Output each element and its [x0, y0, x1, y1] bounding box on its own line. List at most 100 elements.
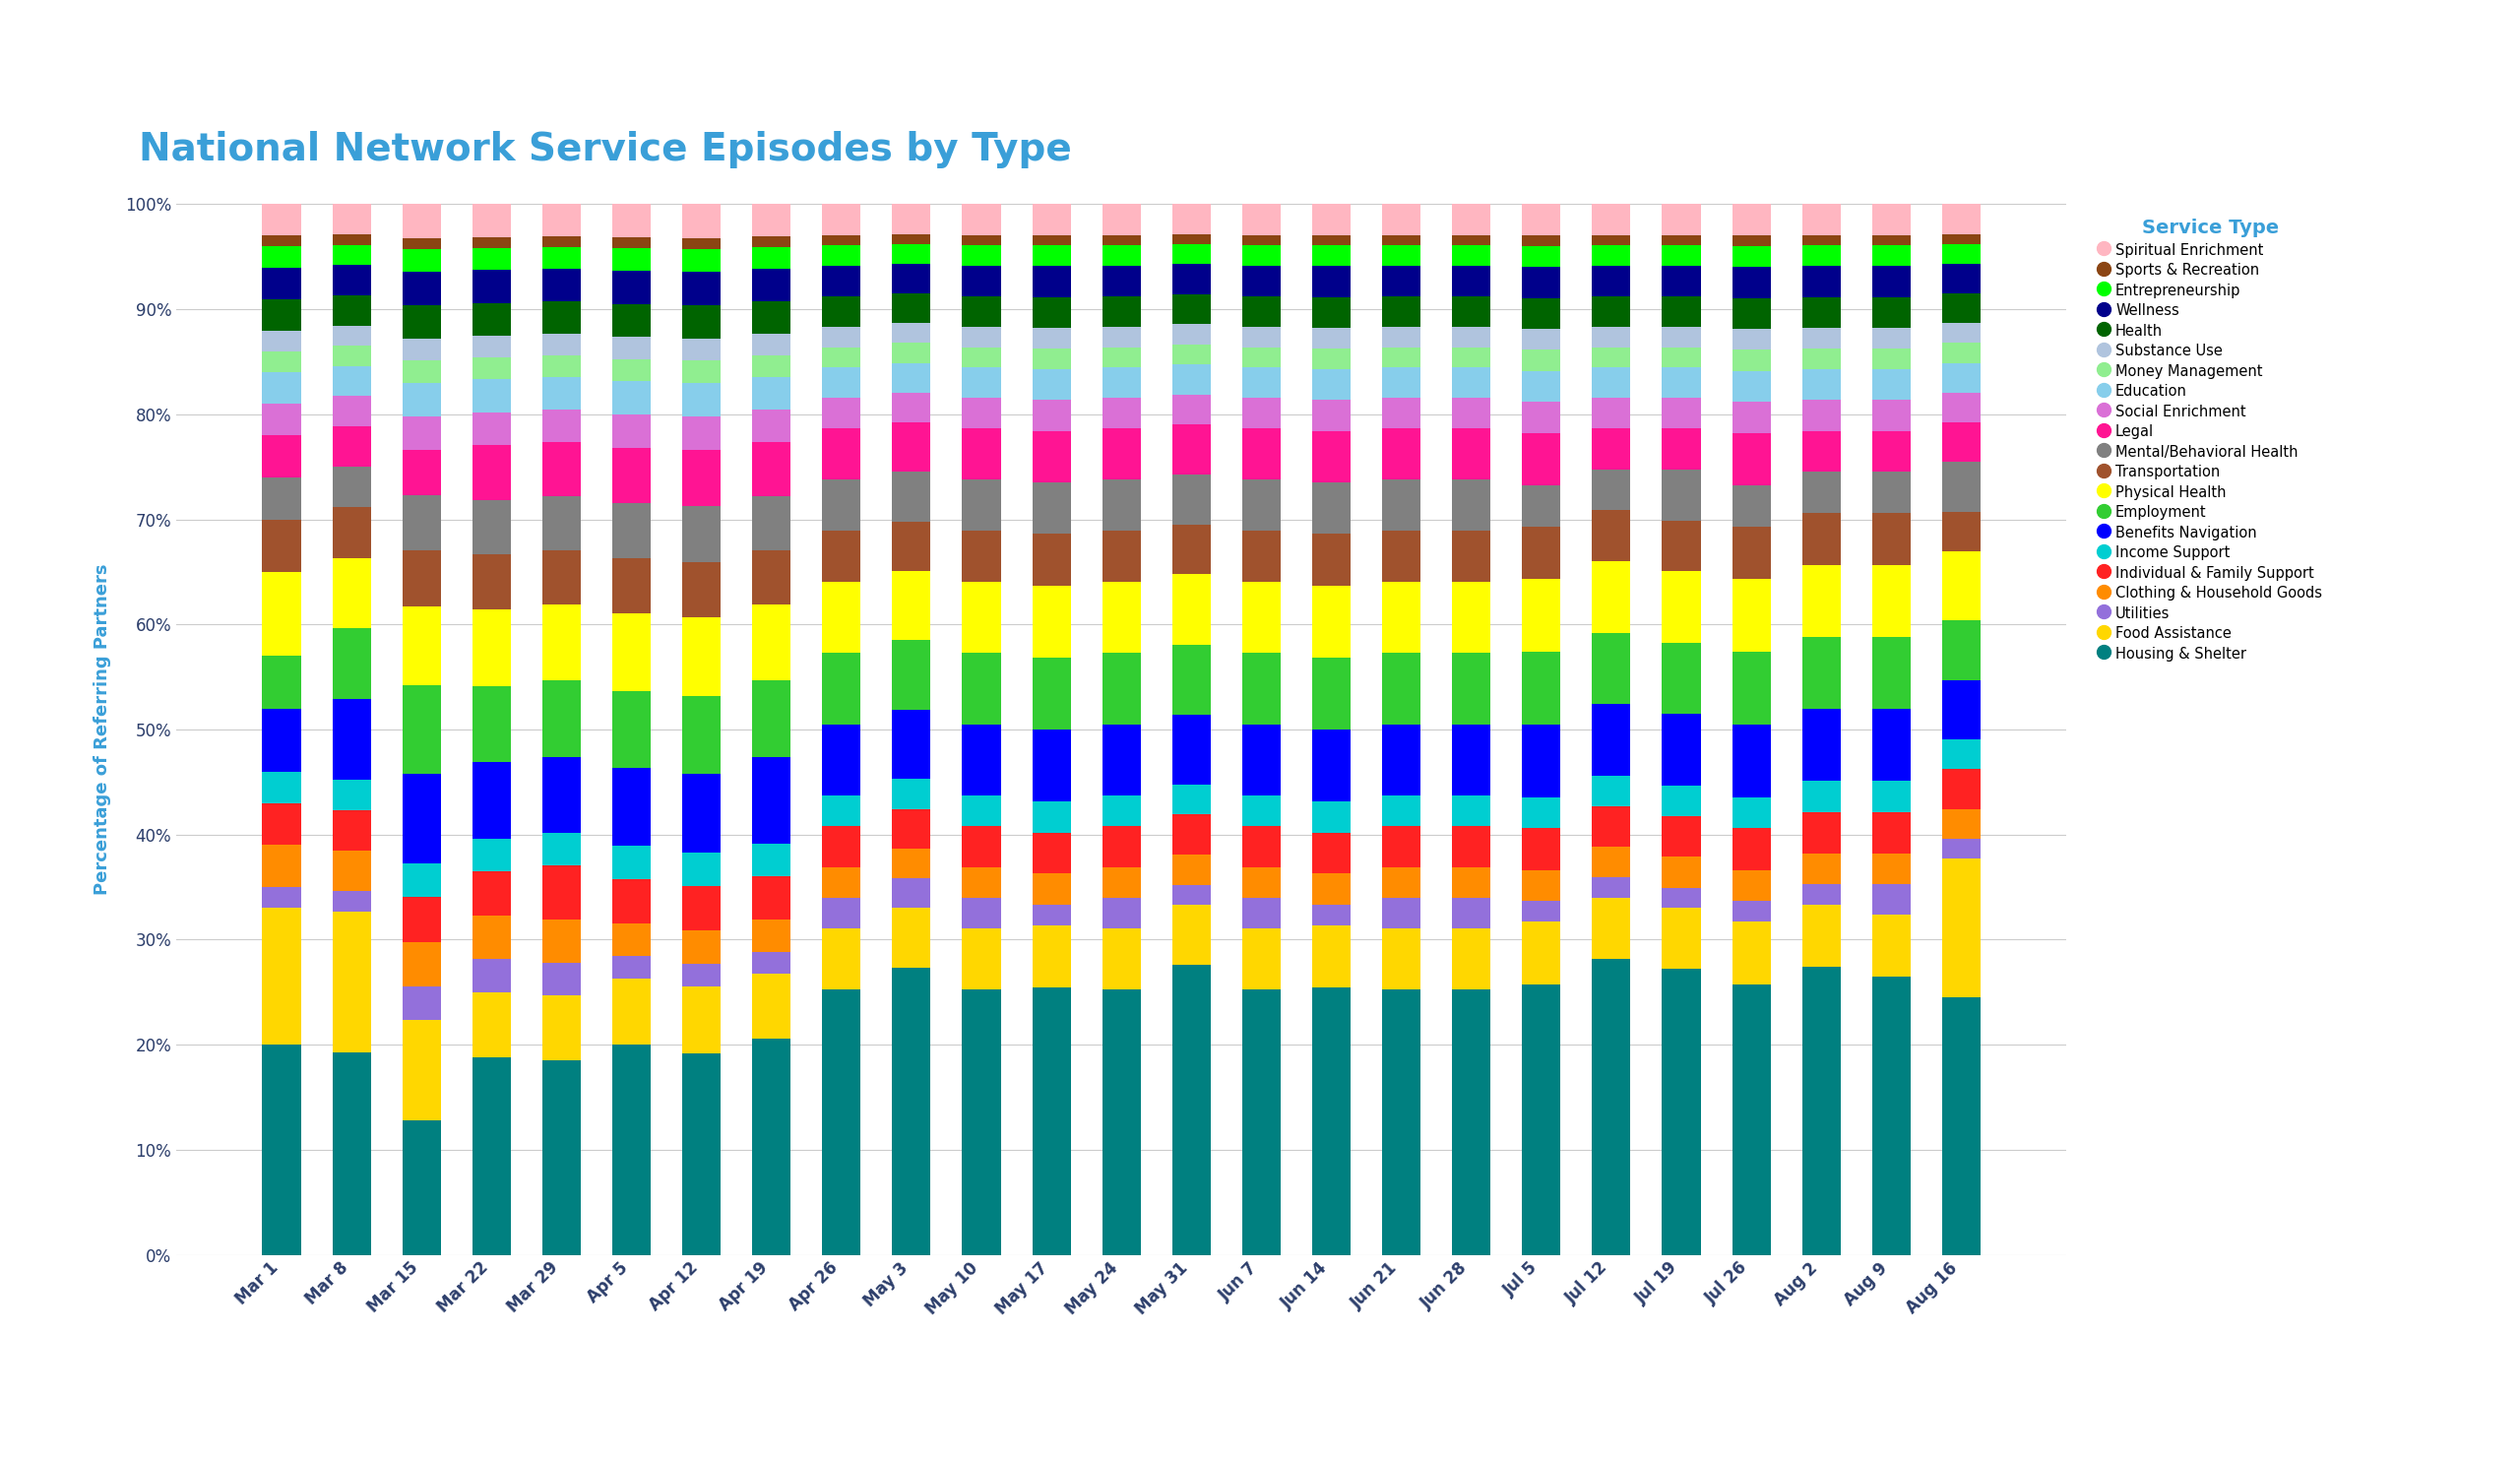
Bar [333, 245, 370, 266]
Bar [1663, 327, 1701, 347]
Bar [1522, 235, 1560, 247]
Bar [1101, 795, 1142, 826]
Bar [1872, 636, 1910, 709]
Bar [1663, 816, 1701, 856]
Bar [542, 681, 580, 757]
Bar [963, 795, 1000, 826]
Bar [542, 833, 580, 865]
Bar [333, 699, 370, 781]
Bar [892, 849, 930, 878]
Bar [333, 629, 370, 699]
Bar [1522, 985, 1560, 1255]
Bar [1522, 267, 1560, 298]
Bar [1522, 902, 1560, 922]
Bar [1943, 512, 1981, 552]
Bar [1663, 245, 1701, 266]
Bar [1172, 235, 1210, 244]
Bar [612, 878, 650, 924]
Bar [1101, 235, 1142, 245]
Bar [1522, 298, 1560, 330]
Bar [1731, 204, 1772, 235]
Bar [1731, 870, 1772, 902]
Bar [612, 381, 650, 414]
Bar [892, 709, 930, 779]
Bar [1101, 347, 1142, 368]
Bar [1943, 740, 1981, 769]
Bar [1452, 480, 1492, 531]
Bar [1172, 295, 1210, 324]
Bar [1242, 897, 1280, 928]
Bar [1242, 266, 1280, 296]
Bar [1872, 565, 1910, 636]
Bar [1593, 327, 1630, 347]
Bar [1872, 514, 1910, 565]
Bar [822, 296, 862, 327]
Bar [892, 363, 930, 392]
Bar [1242, 398, 1280, 429]
Bar [1313, 369, 1351, 400]
Bar [1313, 483, 1351, 534]
Bar [1313, 328, 1351, 349]
Bar [1033, 400, 1071, 430]
Bar [1731, 922, 1772, 985]
Bar [751, 605, 791, 681]
Bar [963, 204, 1000, 235]
Bar [403, 338, 441, 360]
Bar [542, 963, 580, 995]
Bar [1313, 874, 1351, 905]
Bar [1802, 298, 1840, 328]
Bar [1663, 856, 1701, 887]
Bar [333, 295, 370, 325]
Bar [1033, 874, 1071, 905]
Bar [1731, 235, 1772, 247]
Bar [403, 775, 441, 864]
Bar [1802, 235, 1840, 245]
Bar [892, 392, 930, 422]
Bar [822, 204, 862, 235]
Bar [262, 372, 300, 404]
Bar [1663, 266, 1701, 296]
Bar [1033, 483, 1071, 534]
Bar [1172, 425, 1210, 474]
Bar [892, 779, 930, 808]
Bar [1522, 330, 1560, 350]
Bar [683, 931, 721, 964]
Bar [1872, 235, 1910, 245]
Bar [1313, 298, 1351, 328]
Bar [1172, 855, 1210, 884]
Bar [1522, 579, 1560, 652]
Bar [612, 769, 650, 846]
Y-axis label: Percentage of Referring Partners: Percentage of Referring Partners [93, 563, 111, 896]
Bar [1242, 928, 1280, 989]
Bar [471, 336, 512, 357]
Bar [1872, 915, 1910, 976]
Bar [892, 808, 930, 849]
Bar [1313, 986, 1351, 1255]
Bar [471, 379, 512, 413]
Bar [1943, 422, 1981, 463]
Bar [1242, 429, 1280, 480]
Bar [542, 552, 580, 605]
Bar [1381, 235, 1421, 245]
Bar [1522, 350, 1560, 371]
Bar [542, 248, 580, 270]
Bar [1172, 324, 1210, 344]
Bar [1172, 884, 1210, 905]
Bar [542, 605, 580, 681]
Bar [822, 826, 862, 867]
Bar [333, 508, 370, 557]
Bar [1452, 347, 1492, 368]
Bar [683, 360, 721, 384]
Bar [1872, 811, 1910, 854]
Bar [1731, 724, 1772, 797]
Bar [1663, 907, 1701, 969]
Bar [1033, 801, 1071, 833]
Bar [751, 356, 791, 378]
Bar [963, 867, 1000, 897]
Bar [751, 204, 791, 236]
Bar [1872, 349, 1910, 369]
Bar [1033, 534, 1071, 585]
Bar [403, 417, 441, 451]
Bar [1872, 473, 1910, 514]
Bar [1101, 266, 1142, 296]
